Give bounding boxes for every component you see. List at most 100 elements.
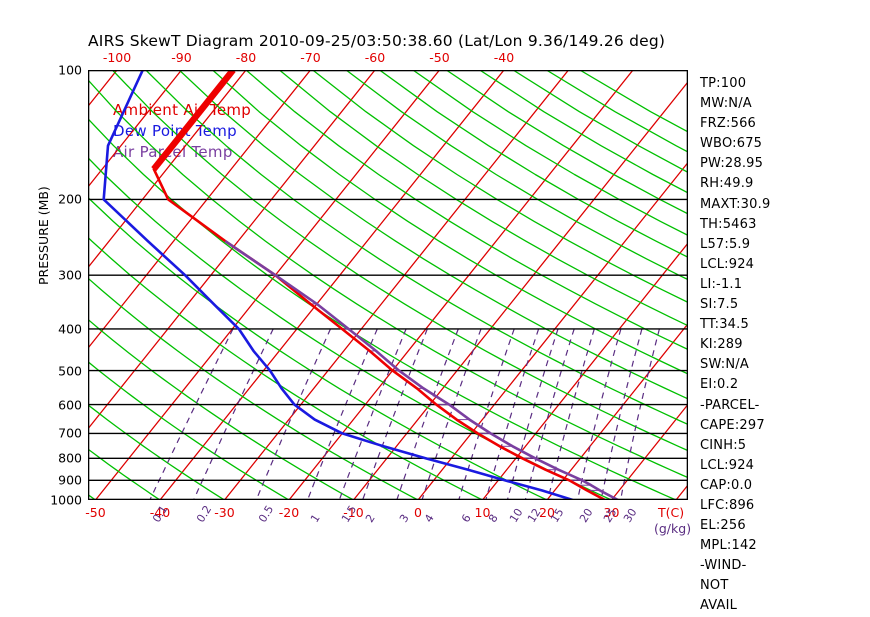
parameter-item-11: SI:7.5 [700, 297, 739, 313]
mixing-ratio-tick-30: 30 [620, 506, 640, 525]
parameter-item-25: NOT [700, 578, 729, 594]
parameter-item-0: TP:100 [700, 76, 747, 91]
parameter-item-1: MW:N/A [700, 96, 752, 112]
dry-adiabat-line [88, 404, 225, 500]
dry-adiabat-line [312, 70, 688, 304]
bottom-temp-tick-20: 20 [539, 505, 555, 520]
parcel-temp-curve [224, 240, 619, 500]
bottom-temp-tick--10: -10 [343, 505, 364, 520]
dry-adiabat-line [345, 70, 688, 281]
parameter-item-19: LCL:924 [700, 457, 755, 473]
dry-adiabat-line [88, 448, 161, 500]
parameter-item-17: CAPE:297 [700, 417, 765, 433]
top-temp-tick--100: -100 [102, 50, 132, 65]
parameter-item-22: EL:256 [700, 518, 746, 534]
dry-adiabat-line [88, 117, 677, 500]
parameter-item-24: -WIND- [700, 558, 747, 574]
parameter-item-13: KI:289 [700, 337, 743, 353]
isotherm-line [88, 70, 183, 188]
dry-adiabat-line [512, 70, 688, 174]
dry-adiabat-line [88, 360, 290, 500]
dewpoint-curve [102, 70, 574, 500]
mixing-ratio-line [149, 328, 234, 500]
mixing-ratio-line [620, 328, 660, 500]
parameter-item-6: MAXT:30.9 [700, 196, 771, 212]
dry-adiabat-line [111, 70, 688, 452]
mixing-ratio-tick-3: 3 [396, 512, 412, 525]
parameter-item-5: RH:49.9 [700, 176, 754, 192]
isotherm-line [88, 70, 247, 269]
plot-area [88, 70, 688, 500]
bottom-temp-tick--30: -30 [214, 505, 235, 520]
parameter-item-21: LFC:896 [700, 497, 755, 513]
dry-adiabat-line [245, 70, 688, 351]
dry-adiabat-line [88, 236, 483, 500]
isotherm-line [610, 403, 688, 500]
mixing-ratio-tick-1: 1 [307, 512, 323, 525]
pressure-tick-900: 900 [58, 472, 82, 488]
pressure-tick-300: 300 [58, 267, 82, 283]
dry-adiabat-line [412, 70, 688, 237]
isotherm-line [352, 80, 688, 500]
parameter-list: TP:100 MW:N/A FRZ:566 WBO:675 PW:28.95 RH:49.… [700, 74, 770, 617]
skewt-diagram-page: AIRS SkewT Diagram 2010-09-25/03:50:38.6… [36, 32, 770, 613]
mixing-ratio-line [306, 328, 378, 500]
isotherm-line [417, 161, 688, 500]
parameter-item-26: AVAIL [700, 598, 738, 614]
mixing-ratio-tick-0.5: 0.5 [256, 503, 277, 525]
x-axis-label-temperature: T(C) [658, 505, 685, 520]
dry-adiabat-line [88, 277, 419, 500]
pressure-tick-100: 100 [58, 62, 82, 78]
top-temp-tick--40: -40 [493, 50, 515, 65]
dry-adiabat-line [178, 70, 688, 400]
parameter-item-15: EI:0.2 [700, 377, 739, 393]
dry-adiabat-line [88, 78, 688, 479]
dry-adiabat-line [212, 70, 688, 375]
isotherm-line [159, 70, 505, 500]
top-temp-tick--70: -70 [300, 50, 321, 65]
legend-item-parcel: Air Parcel Temp [113, 143, 233, 161]
mixing-ratio-tick-0.2: 0.2 [193, 503, 214, 525]
dry-adiabat-line [379, 70, 688, 259]
parameter-item-20: CAP:0.0 [700, 477, 753, 493]
parameter-item-4: PW:28.95 [700, 156, 764, 172]
parameter-item-3: WBO:675 [700, 136, 763, 152]
skewt-plot-svg [88, 70, 688, 500]
top-temp-tick--50: -50 [429, 50, 450, 65]
dry-adiabat-line [145, 70, 688, 426]
mixing-ratio-tick-2: 2 [362, 512, 378, 525]
page-title: AIRS SkewT Diagram 2010-09-25/03:50:38.6… [88, 32, 666, 50]
isotherm-line [223, 70, 570, 500]
isotherm-line [675, 483, 688, 500]
parameter-item-2: FRZ:566 [700, 116, 757, 132]
parameter-item-7: TH:5463 [700, 216, 757, 232]
mixing-ratio-tick-6: 6 [458, 512, 474, 525]
parameter-item-8: L57:5.9 [700, 236, 751, 252]
mixing-ratio-line [600, 328, 643, 500]
parameter-item-16: -PARCEL- [700, 397, 760, 413]
legend-item-dewpoint: Dew Point Temp [113, 122, 238, 140]
mixing-ratio-tick-4: 4 [421, 512, 437, 525]
parameter-item-14: SW:N/A [700, 357, 749, 373]
parameter-item-18: CINH:5 [700, 437, 747, 453]
bottom-temp-tick-10: 10 [474, 505, 491, 520]
pressure-tick-1000: 1000 [50, 492, 82, 508]
bottom-temp-tick--50: -50 [85, 505, 106, 520]
top-temp-tick--90: -90 [171, 50, 192, 65]
parameter-item-10: LI:-1.1 [700, 276, 743, 292]
parameter-item-23: MPL:142 [700, 538, 757, 554]
dry-adiabat-line [88, 196, 548, 500]
isotherm-line [481, 242, 688, 500]
ambient-temp-top-segment [151, 70, 236, 172]
pressure-tick-200: 200 [58, 191, 82, 207]
bottom-temp-tick--40: -40 [149, 505, 171, 520]
x-axis-label-mixing-ratio: (g/kg) [654, 521, 692, 536]
dry-adiabat-line [278, 70, 688, 327]
pressure-tick-500: 500 [58, 363, 82, 379]
isotherm-line [88, 70, 312, 350]
bottom-temp-tick-0: 0 [414, 505, 422, 520]
top-temp-tick--60: -60 [364, 50, 386, 65]
plot-frame [88, 70, 688, 500]
pressure-tick-400: 400 [58, 321, 82, 337]
bottom-temp-tick--20: -20 [278, 505, 300, 520]
